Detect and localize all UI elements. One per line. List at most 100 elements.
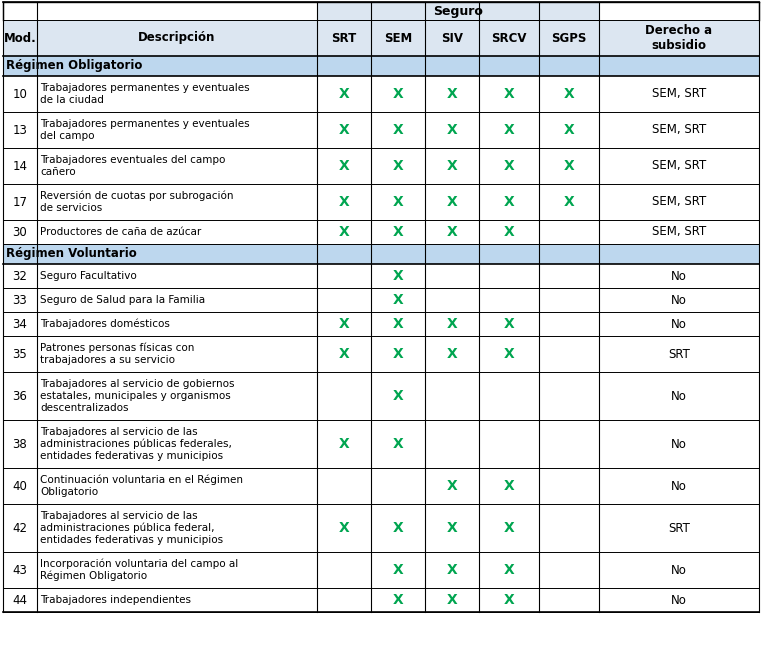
Bar xyxy=(3,552,759,588)
Text: X: X xyxy=(504,521,514,535)
Text: Seguro: Seguro xyxy=(433,5,483,18)
Text: X: X xyxy=(393,123,403,137)
Text: X: X xyxy=(564,159,575,173)
Text: 38: 38 xyxy=(13,438,27,451)
Text: X: X xyxy=(447,479,457,493)
Text: X: X xyxy=(504,317,514,331)
Bar xyxy=(3,244,759,264)
Text: Trabajadores independientes: Trabajadores independientes xyxy=(40,595,191,605)
Text: 14: 14 xyxy=(12,159,27,173)
Text: SRT: SRT xyxy=(668,348,690,361)
Text: X: X xyxy=(504,195,514,209)
Bar xyxy=(3,504,759,552)
Text: X: X xyxy=(339,195,349,209)
Text: X: X xyxy=(447,593,457,607)
Text: X: X xyxy=(339,521,349,535)
Text: X: X xyxy=(504,479,514,493)
Text: 17: 17 xyxy=(12,195,27,209)
Bar xyxy=(3,76,759,112)
Text: X: X xyxy=(393,317,403,331)
Text: SEM: SEM xyxy=(384,31,412,45)
Text: Derecho a
subsidio: Derecho a subsidio xyxy=(645,24,712,52)
Text: X: X xyxy=(504,347,514,361)
Text: Trabajadores domésticos: Trabajadores domésticos xyxy=(40,319,170,329)
Text: Trabajadores al servicio de gobiernos
estatales, municipales y organismos
descen: Trabajadores al servicio de gobiernos es… xyxy=(40,379,234,413)
Text: X: X xyxy=(393,437,403,451)
Text: 36: 36 xyxy=(13,390,27,403)
Text: X: X xyxy=(393,293,403,307)
Bar xyxy=(3,336,759,372)
Text: X: X xyxy=(504,87,514,101)
Text: X: X xyxy=(339,87,349,101)
Text: X: X xyxy=(447,195,457,209)
Text: X: X xyxy=(504,563,514,577)
Text: Mod.: Mod. xyxy=(4,31,37,45)
Text: X: X xyxy=(393,87,403,101)
Text: X: X xyxy=(504,593,514,607)
Text: X: X xyxy=(393,563,403,577)
Text: Trabajadores permanentes y eventuales
del campo: Trabajadores permanentes y eventuales de… xyxy=(40,119,250,141)
Text: X: X xyxy=(393,225,403,239)
Text: X: X xyxy=(339,347,349,361)
Text: X: X xyxy=(393,389,403,403)
Bar xyxy=(3,264,759,288)
Text: X: X xyxy=(447,87,457,101)
Text: Régimen Voluntario: Régimen Voluntario xyxy=(6,247,137,260)
Text: 35: 35 xyxy=(13,348,27,361)
Text: X: X xyxy=(447,317,457,331)
Text: 40: 40 xyxy=(13,480,27,493)
Text: Descripción: Descripción xyxy=(139,31,215,45)
Text: SGPS: SGPS xyxy=(551,31,587,45)
Text: 44: 44 xyxy=(12,594,27,607)
Text: X: X xyxy=(339,159,349,173)
Bar xyxy=(3,20,759,56)
Text: SEM, SRT: SEM, SRT xyxy=(652,123,706,136)
Text: X: X xyxy=(393,593,403,607)
Text: Patrones personas físicas con
trabajadores a su servicio: Patrones personas físicas con trabajador… xyxy=(40,343,194,365)
Text: X: X xyxy=(339,437,349,451)
Bar xyxy=(3,288,759,312)
Text: 10: 10 xyxy=(13,87,27,100)
Bar xyxy=(3,220,759,244)
Text: 33: 33 xyxy=(13,293,27,306)
Text: No: No xyxy=(671,318,687,331)
Text: Trabajadores permanentes y eventuales
de la ciudad: Trabajadores permanentes y eventuales de… xyxy=(40,83,250,105)
Text: SRT: SRT xyxy=(668,522,690,535)
Text: X: X xyxy=(447,159,457,173)
Text: Productores de caña de azúcar: Productores de caña de azúcar xyxy=(40,227,201,237)
Text: Trabajadores eventuales del campo
cañero: Trabajadores eventuales del campo cañero xyxy=(40,155,225,177)
Text: 42: 42 xyxy=(12,522,27,535)
Bar xyxy=(3,372,759,420)
Text: X: X xyxy=(393,521,403,535)
Text: Seguro de Salud para la Familia: Seguro de Salud para la Familia xyxy=(40,295,205,305)
Text: No: No xyxy=(671,270,687,283)
Text: SRT: SRT xyxy=(331,31,357,45)
Text: No: No xyxy=(671,438,687,451)
Text: SEM, SRT: SEM, SRT xyxy=(652,226,706,239)
Text: X: X xyxy=(564,87,575,101)
Text: No: No xyxy=(671,594,687,607)
Text: X: X xyxy=(564,195,575,209)
Text: Régimen Obligatorio: Régimen Obligatorio xyxy=(6,60,142,73)
Bar xyxy=(3,312,759,336)
Text: Trabajadores al servicio de las
administraciones pública federal,
entidades fede: Trabajadores al servicio de las administ… xyxy=(40,511,223,545)
Text: X: X xyxy=(393,269,403,283)
Text: X: X xyxy=(447,225,457,239)
Text: X: X xyxy=(447,563,457,577)
Text: 30: 30 xyxy=(13,226,27,239)
Text: SEM, SRT: SEM, SRT xyxy=(652,87,706,100)
Bar xyxy=(3,420,759,468)
Text: X: X xyxy=(339,317,349,331)
Bar xyxy=(3,148,759,184)
Bar xyxy=(3,112,759,148)
Text: Seguro Facultativo: Seguro Facultativo xyxy=(40,271,137,281)
Text: Incorporación voluntaria del campo al
Régimen Obligatorio: Incorporación voluntaria del campo al Ré… xyxy=(40,559,238,581)
Text: X: X xyxy=(339,225,349,239)
Text: X: X xyxy=(447,347,457,361)
Text: Reversión de cuotas por subrogación
de servicios: Reversión de cuotas por subrogación de s… xyxy=(40,191,234,213)
Text: SEM, SRT: SEM, SRT xyxy=(652,159,706,173)
Text: 34: 34 xyxy=(13,318,27,331)
Text: SEM, SRT: SEM, SRT xyxy=(652,195,706,209)
Bar xyxy=(3,468,759,504)
Text: X: X xyxy=(339,123,349,137)
